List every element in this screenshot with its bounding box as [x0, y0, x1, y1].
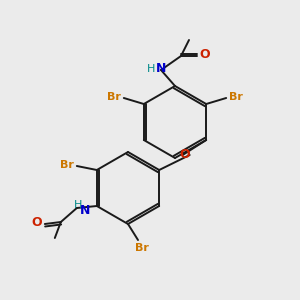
Text: N: N — [80, 205, 90, 218]
Text: Br: Br — [107, 92, 121, 102]
Text: Br: Br — [229, 92, 243, 102]
Text: H: H — [74, 200, 82, 210]
Text: Br: Br — [135, 243, 149, 253]
Text: O: O — [32, 217, 42, 230]
Text: H: H — [147, 64, 155, 74]
Text: O: O — [200, 49, 210, 62]
Text: Br: Br — [60, 160, 74, 170]
Text: O: O — [179, 148, 190, 160]
Text: N: N — [156, 61, 166, 74]
